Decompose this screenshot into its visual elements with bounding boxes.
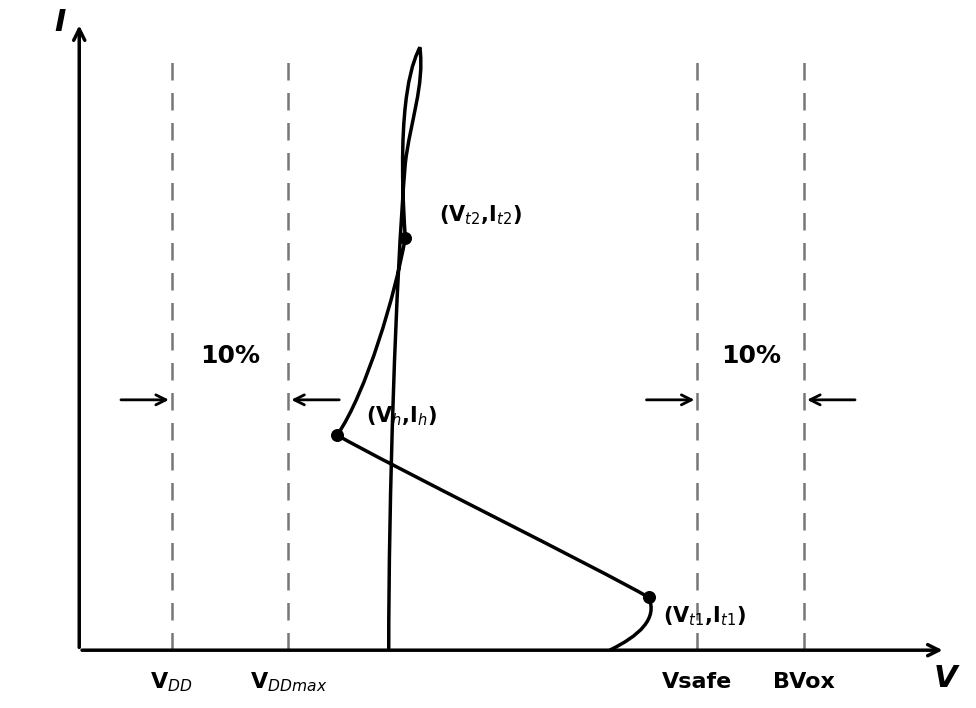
Text: V$_{DD}$: V$_{DD}$ bbox=[150, 670, 193, 694]
Text: (V$_{h}$,I$_{h}$): (V$_{h}$,I$_{h}$) bbox=[366, 404, 437, 428]
Point bbox=[641, 592, 657, 603]
Text: V$_{DDmax}$: V$_{DDmax}$ bbox=[250, 670, 327, 694]
Text: V: V bbox=[934, 664, 957, 693]
Text: 10%: 10% bbox=[200, 344, 260, 368]
Point bbox=[329, 430, 345, 441]
Text: I: I bbox=[54, 8, 65, 37]
Text: 10%: 10% bbox=[720, 344, 781, 368]
Text: BVox: BVox bbox=[773, 672, 835, 692]
Text: (V$_{t2}$,I$_{t2}$): (V$_{t2}$,I$_{t2}$) bbox=[439, 203, 522, 227]
Text: (V$_{t1}$,I$_{t1}$): (V$_{t1}$,I$_{t1}$) bbox=[663, 605, 746, 628]
Text: Vsafe: Vsafe bbox=[662, 672, 732, 692]
Point bbox=[397, 232, 413, 244]
